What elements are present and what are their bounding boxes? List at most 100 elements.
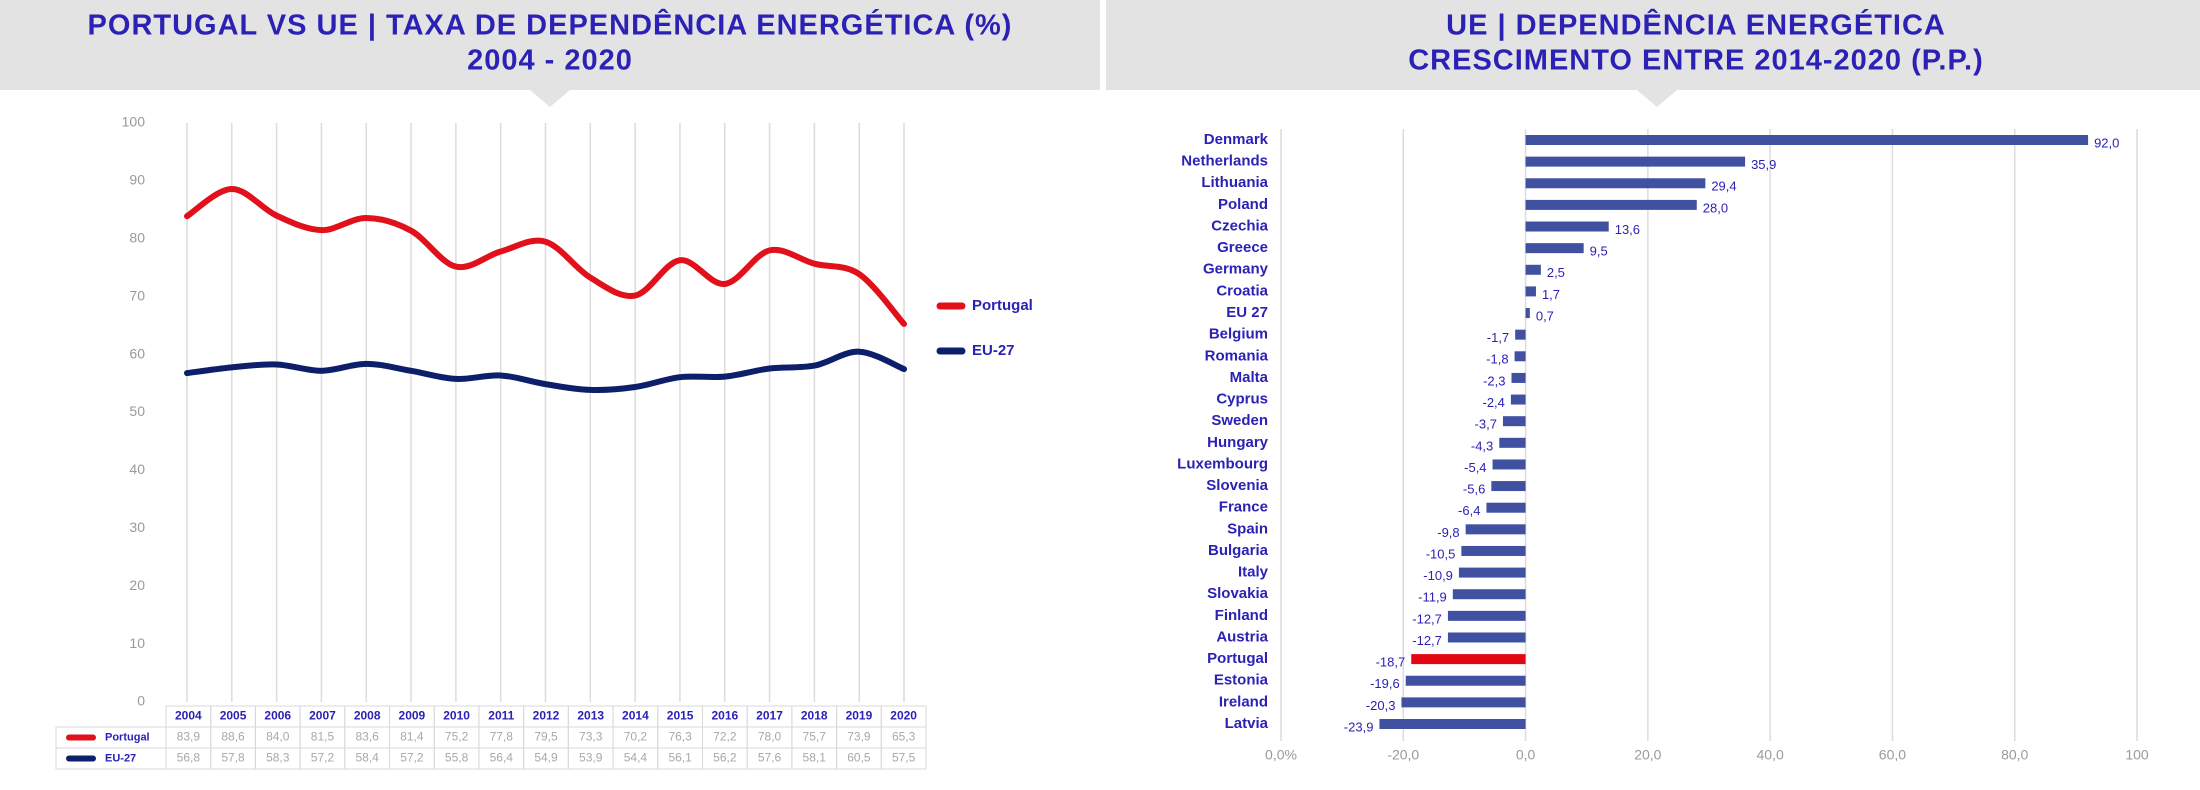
table-value: 81,5 <box>311 730 335 744</box>
bar <box>1452 589 1526 600</box>
category-label: Hungary <box>1207 434 1269 451</box>
legend-label: EU-27 <box>972 342 1015 359</box>
value-label: 0,7 <box>1536 308 1554 323</box>
category-label: Lithuania <box>1201 174 1268 191</box>
bar <box>1525 199 1697 210</box>
table-value: 78,0 <box>758 730 782 744</box>
bar <box>1486 502 1526 513</box>
x-tick-label: 2005 <box>220 709 247 723</box>
x-tick-label: 2006 <box>264 709 291 723</box>
bar <box>1411 654 1526 665</box>
bar <box>1379 719 1526 729</box>
table-value: 60,5 <box>847 751 871 765</box>
category-label: Slovenia <box>1206 477 1268 494</box>
table-value: 65,3 <box>892 730 916 744</box>
bar <box>1525 135 2089 145</box>
bar <box>1525 264 1541 275</box>
y-tick-label: 0 <box>137 693 145 709</box>
header-band <box>1106 0 2200 90</box>
category-label: Finland <box>1215 607 1268 624</box>
value-label: -10,5 <box>1426 546 1456 561</box>
bar <box>1525 178 1706 189</box>
x-tick-label: 2020 <box>890 709 917 723</box>
bar <box>1525 221 1609 232</box>
category-label: Denmark <box>1204 131 1269 148</box>
y-tick-label: 100 <box>122 114 146 130</box>
x-tick-label: 2014 <box>622 709 649 723</box>
x-tick-label: 2017 <box>756 709 783 723</box>
chart-subtitle: CRESCIMENTO ENTRE 2014-2020 (P.P.) <box>1408 45 1984 77</box>
table-value: 53,9 <box>579 751 603 765</box>
table-value: 84,0 <box>266 730 290 744</box>
y-tick-label: 10 <box>129 635 145 651</box>
value-label: 35,9 <box>1751 157 1776 172</box>
table-value: 56,2 <box>713 751 737 765</box>
bar <box>1405 675 1526 686</box>
bar <box>1525 243 1584 254</box>
table-value: 58,3 <box>266 751 290 765</box>
x-tick-label: -20,0 <box>1387 747 1419 763</box>
table-value: 79,5 <box>534 730 558 744</box>
table-value: 83,9 <box>177 730 201 744</box>
table-value: 54,9 <box>534 751 558 765</box>
category-label: Spain <box>1227 520 1268 537</box>
x-tick-label: 2016 <box>711 709 738 723</box>
table-value: 72,2 <box>713 730 737 744</box>
value-label: -10,9 <box>1423 568 1453 583</box>
value-label: -12,7 <box>1412 611 1442 626</box>
table-value: 56,1 <box>668 751 692 765</box>
y-tick-label: 80 <box>129 230 145 246</box>
category-label: Bulgaria <box>1208 542 1269 559</box>
bar <box>1447 632 1526 643</box>
table-value: 88,6 <box>221 730 245 744</box>
category-label: Portugal <box>1207 650 1268 667</box>
x-tick-label: 2018 <box>801 709 828 723</box>
value-label: 92,0 <box>2094 135 2119 150</box>
table-value: 57,2 <box>311 751 335 765</box>
value-label: -3,7 <box>1475 417 1497 432</box>
category-label: Poland <box>1218 196 1268 213</box>
value-label: -12,7 <box>1412 633 1442 648</box>
category-label: Greece <box>1217 239 1268 256</box>
value-label: 28,0 <box>1703 200 1728 215</box>
x-tick-label: 2013 <box>577 709 604 723</box>
bar <box>1401 697 1526 708</box>
table-cell <box>880 747 927 770</box>
table-value: 73,9 <box>847 730 871 744</box>
category-label: Malta <box>1230 369 1269 386</box>
value-label: -11,9 <box>1418 590 1447 605</box>
category-label: Belgium <box>1209 326 1268 343</box>
x-tick-label: 2004 <box>175 709 202 723</box>
value-label: -5,4 <box>1464 460 1486 475</box>
bar <box>1465 524 1526 535</box>
x-tick-label: 2019 <box>846 709 873 723</box>
table-value: 57,2 <box>400 751 424 765</box>
table-series-name: EU-27 <box>105 752 136 764</box>
bar <box>1510 394 1526 405</box>
x-tick-label: 60,0 <box>1879 747 1906 763</box>
value-label: -4,3 <box>1471 438 1493 453</box>
header-pointer <box>1637 90 1677 107</box>
x-tick-label: 0,0 <box>1516 747 1536 763</box>
x-tick-label: 2009 <box>399 709 426 723</box>
x-tick-label: 80,0 <box>2001 747 2028 763</box>
x-tick-label: 40,0 <box>1757 747 1784 763</box>
x-tick-label: 2008 <box>354 709 381 723</box>
value-label: 13,6 <box>1615 222 1640 237</box>
value-label: -9,8 <box>1437 525 1459 540</box>
table-value: 58,1 <box>803 751 827 765</box>
table-value: 58,4 <box>355 751 379 765</box>
bar <box>1447 610 1526 621</box>
x-tick-label: 2007 <box>309 709 336 723</box>
bar <box>1515 329 1526 340</box>
table-value: 57,5 <box>892 751 916 765</box>
bar <box>1499 437 1526 448</box>
category-label: Netherlands <box>1181 153 1268 170</box>
y-tick-label: 50 <box>129 403 145 419</box>
table-value: 54,4 <box>624 751 648 765</box>
bar <box>1491 481 1526 492</box>
table-value: 57,6 <box>758 751 782 765</box>
value-label: -19,6 <box>1370 676 1400 691</box>
bar <box>1525 308 1530 319</box>
